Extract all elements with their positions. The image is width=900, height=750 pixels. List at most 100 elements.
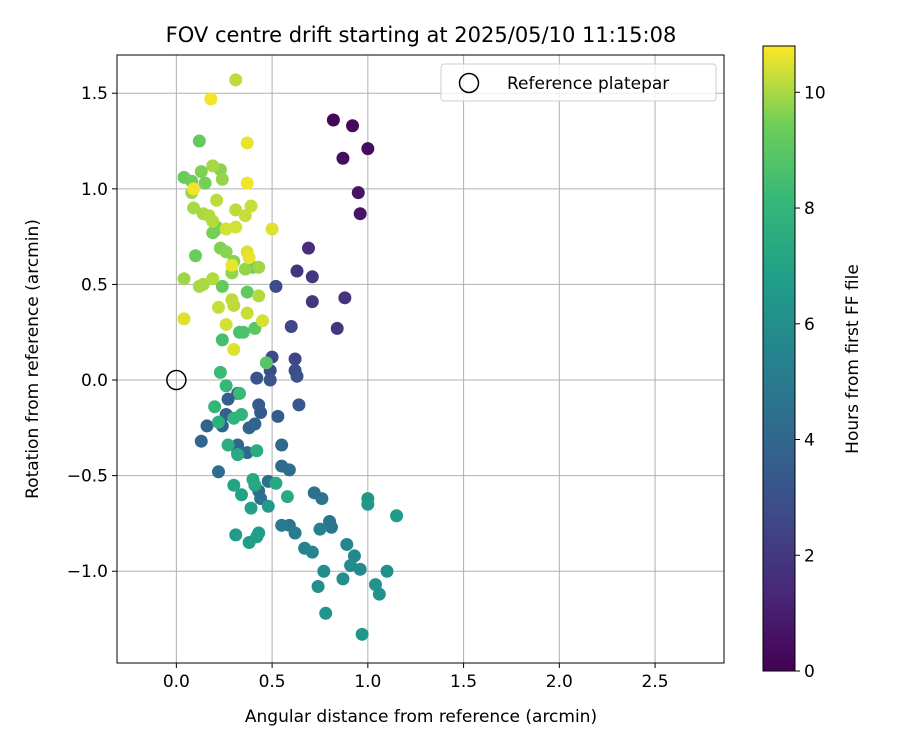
colorbar-ticks: 0 2 4 6 8 10 (795, 83, 826, 682)
data-point (256, 314, 270, 328)
data-point (211, 465, 225, 479)
data-point (313, 522, 327, 536)
data-point (198, 176, 212, 190)
data-point (227, 342, 241, 356)
data-point (261, 499, 275, 513)
data-point (265, 222, 279, 236)
data-point (238, 209, 252, 223)
x-tick-label: 0.5 (259, 672, 286, 692)
legend-entry-reference: Reference platepar (507, 74, 669, 94)
data-point (326, 113, 340, 127)
x-tick-label: 0.0 (163, 672, 190, 692)
data-point (213, 365, 227, 379)
data-point (229, 203, 243, 217)
data-point (229, 528, 243, 542)
legend: Reference platepar (440, 63, 717, 102)
data-point (250, 371, 264, 385)
data-point (338, 291, 352, 305)
data-point (269, 476, 283, 490)
legend-hollow-circle-marker (458, 72, 480, 94)
data-point (390, 509, 404, 523)
data-point (284, 319, 298, 333)
data-point (372, 587, 386, 601)
data-point (305, 270, 319, 284)
data-point (192, 134, 206, 148)
data-point (206, 159, 220, 173)
x-tick-label: 1.0 (354, 672, 381, 692)
x-tick-label: 2.0 (546, 672, 573, 692)
data-point (221, 392, 235, 406)
plot-frame (116, 54, 725, 664)
data-point (221, 438, 235, 452)
data-point (259, 356, 273, 370)
colorbar-tick-label: 6 (804, 315, 815, 335)
data-point (319, 606, 333, 620)
data-point (315, 492, 329, 506)
data-point (336, 151, 350, 165)
data-point (361, 142, 375, 156)
data-point (227, 478, 241, 492)
data-point (187, 201, 201, 215)
data-point (351, 186, 365, 200)
colorbar-tick-label: 8 (804, 199, 815, 219)
data-point (340, 537, 354, 551)
data-point (215, 279, 229, 293)
data-point (229, 220, 243, 234)
data-point (250, 444, 264, 458)
data-point (234, 488, 248, 502)
data-point (206, 272, 220, 286)
data-point (194, 165, 208, 179)
data-point (252, 260, 266, 274)
data-point (177, 272, 191, 286)
colorbar: 0 2 4 6 8 10 Hours from first FF file (762, 45, 863, 682)
data-point (200, 419, 214, 433)
data-point (252, 289, 266, 303)
y-tick-label: 0.0 (81, 371, 108, 391)
data-point (275, 438, 289, 452)
data-point (244, 199, 258, 213)
data-point (189, 249, 203, 263)
data-point (288, 352, 302, 366)
data-point (353, 562, 367, 576)
chart-title: FOV centre drift starting at 2025/05/10 … (166, 23, 677, 47)
data-point (177, 312, 191, 326)
colorbar-tick-label: 4 (804, 431, 815, 451)
data-point (355, 627, 369, 641)
colorbar-gradient (762, 45, 796, 672)
data-point (353, 207, 367, 221)
data-point (215, 333, 229, 347)
data-point (238, 262, 252, 276)
data-point (227, 298, 241, 312)
data-point (282, 463, 296, 477)
data-point (240, 176, 254, 190)
data-point (250, 530, 264, 544)
y-axis: −1.0 −0.5 0.0 0.5 1.0 1.5 (67, 84, 117, 582)
colorbar-tick-label: 0 (804, 662, 815, 682)
data-point (210, 193, 224, 207)
x-tick-label: 2.5 (642, 672, 669, 692)
data-point (324, 520, 338, 534)
data-point (240, 136, 254, 150)
data-point (336, 572, 350, 586)
data-point (305, 295, 319, 309)
data-point (275, 518, 289, 532)
colorbar-label: Hours from first FF file (843, 264, 863, 454)
data-point (234, 407, 248, 421)
data-point (225, 258, 239, 272)
data-point (254, 406, 268, 420)
data-point (233, 386, 247, 400)
data-point (196, 277, 210, 291)
data-point (301, 241, 315, 255)
legend-box (440, 63, 717, 102)
data-point (240, 285, 254, 299)
data-point (219, 379, 233, 393)
data-point (330, 321, 344, 335)
x-axis: 0.0 0.5 1.0 1.5 2.0 2.5 (163, 663, 669, 692)
data-point (246, 472, 260, 486)
data-point (305, 545, 319, 559)
y-tick-label: 0.5 (81, 275, 108, 295)
data-point (346, 119, 360, 133)
x-axis-label: Angular distance from reference (arcmin) (245, 707, 597, 727)
